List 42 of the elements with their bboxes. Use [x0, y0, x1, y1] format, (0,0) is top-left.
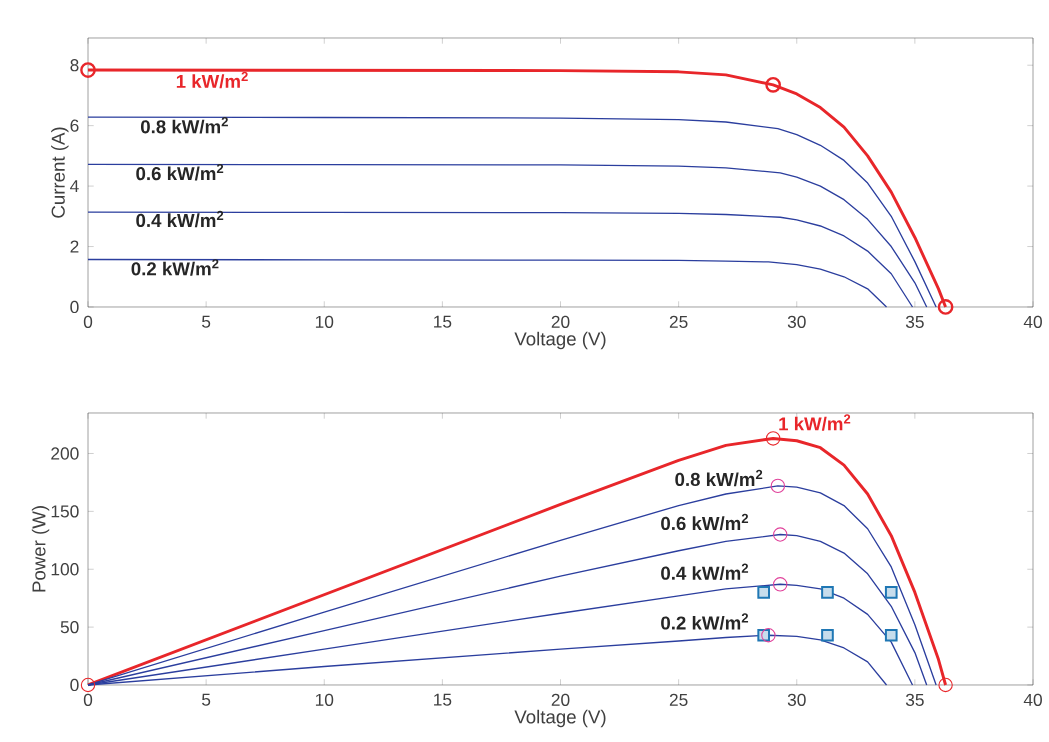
- y-tick-label: 200: [51, 447, 79, 460]
- series-label: 0.6 kW/m$^{2}$: [661, 513, 749, 531]
- series-label: 1 kW/m$^{2}$: [176, 71, 248, 89]
- y-tick-label: 150: [51, 505, 79, 518]
- x-tick-label: 20: [551, 693, 570, 706]
- series-label: 0.4 kW/m$^{2}$: [136, 210, 224, 228]
- x-tick-label: 25: [669, 693, 688, 706]
- y-tick-label: 100: [51, 563, 79, 576]
- y-tick-label: 8: [70, 59, 79, 72]
- y-tick-label: 6: [70, 119, 79, 132]
- x-tick-label: 20: [551, 315, 570, 328]
- x-tick-label: 25: [669, 315, 688, 328]
- series-label: 0.4 kW/m$^{2}$: [661, 563, 749, 581]
- x-tick-label: 5: [202, 315, 211, 328]
- y-tick-label: 0: [70, 678, 79, 692]
- x-tick-label: 40: [1023, 315, 1042, 328]
- y-tick-label: 4: [70, 180, 79, 193]
- y-tick-label: 50: [60, 620, 79, 634]
- x-axis-title: Voltage (V): [514, 709, 606, 728]
- series-label: 0.6 kW/m$^{2}$: [136, 163, 224, 181]
- x-tick-label: 35: [905, 693, 924, 706]
- y-tick-label: 2: [70, 240, 79, 253]
- x-tick-label: 5: [202, 693, 211, 706]
- series-label: 0.2 kW/m$^{2}$: [661, 613, 749, 630]
- series-label: 1 kW/m$^{2}$: [779, 414, 851, 431]
- x-tick-label: 15: [434, 315, 452, 328]
- x-tick-label: 10: [315, 315, 334, 328]
- y-axis-title: Current (A): [51, 127, 69, 218]
- x-tick-label: 15: [434, 693, 452, 706]
- x-tick-label: 40: [1023, 693, 1042, 706]
- x-tick-label: 10: [315, 693, 334, 706]
- x-tick-label: 35: [905, 315, 924, 328]
- series-label: 0.8 kW/m$^{2}$: [675, 469, 763, 487]
- y-tick-label: 0: [70, 300, 79, 314]
- x-tick-label: 0: [83, 693, 93, 706]
- x-tick-label: 30: [787, 315, 806, 328]
- series-label: 0.8 kW/m$^{2}$: [140, 117, 228, 134]
- x-tick-label: 30: [787, 693, 806, 706]
- x-axis-title: Voltage (V): [514, 331, 606, 350]
- series-label: 0.2 kW/m$^{2}$: [131, 259, 219, 276]
- x-tick-label: 0: [83, 315, 93, 328]
- y-axis-title: Power (W): [31, 506, 50, 592]
